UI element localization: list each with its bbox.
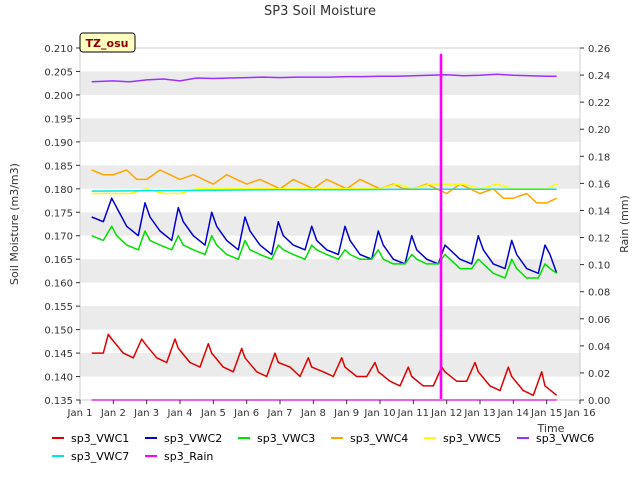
y-tick-label: 0.145	[44, 349, 73, 360]
y2-tick-label: 0.08	[588, 288, 610, 299]
series-line-sp3-vwc5	[91, 183, 558, 195]
grid-band	[80, 353, 580, 377]
series-line-sp3-vwc3	[91, 225, 558, 279]
grid-bands	[80, 48, 580, 400]
y-tick-label: 0.210	[44, 44, 73, 55]
y-tick-label: 0.140	[44, 373, 73, 384]
legend-label: sp3_VWC1	[71, 432, 129, 445]
grid-band	[80, 259, 580, 283]
legend-label: sp3_VWC7	[71, 450, 129, 463]
y2-tick-label: 0.14	[588, 206, 610, 217]
y-tick-label: 0.170	[44, 232, 73, 243]
y-tick-label: 0.205	[44, 67, 73, 78]
series-line-sp3-vwc2	[91, 197, 558, 275]
x-tick-label: Jan 10	[363, 408, 395, 419]
x-tick-label: Jan 3	[133, 408, 159, 419]
y2-tick-label: 0.24	[588, 71, 610, 82]
y2-tick-label: 0.22	[588, 98, 610, 109]
x-tick-label: Jan 1	[67, 408, 93, 419]
x-tick-label: Jan 11	[397, 408, 429, 419]
x-tick-label: Jan 14	[497, 408, 529, 419]
legend-label: sp3_Rain	[164, 450, 213, 463]
y-tick-label: 0.200	[44, 91, 73, 102]
series-line-sp3-vwc6	[91, 73, 557, 83]
y2-tick-label: 0.02	[588, 369, 610, 380]
y-tick-label: 0.195	[44, 114, 73, 125]
y-axis-label: Soil Moisture (m3/m3)	[8, 163, 21, 285]
y2-tick-label: 0.20	[588, 125, 610, 136]
x-tick-label: Jan 16	[563, 408, 595, 419]
y2-tick-label: 0.12	[588, 234, 610, 245]
y-tick-label: 0.185	[44, 161, 73, 172]
legend-label: sp3_VWC6	[536, 432, 594, 445]
y2-tick-label: 0.18	[588, 152, 610, 163]
series-line-sp3-vwc7	[91, 188, 557, 192]
y2-tick-label: 0.04	[588, 342, 610, 353]
y-tick-label: 0.135	[44, 396, 73, 407]
grid-band	[80, 165, 580, 189]
axes: 0.135 0.140 0.145 0.150 0.155 0.160 0.165 0.170…	[44, 44, 610, 419]
x-tick-label: Jan 13	[463, 408, 495, 419]
y2-tick-label: 0.10	[588, 261, 610, 272]
plot-frame	[79, 47, 581, 401]
y-tick-label: 0.175	[44, 208, 73, 219]
legend-label: sp3_VWC4	[350, 432, 408, 445]
y2-tick-label: 0.06	[588, 315, 610, 326]
grid-band	[80, 118, 580, 142]
x-tick-label: Jan 2	[100, 408, 126, 419]
site-tag: TZ_osu	[79, 32, 136, 53]
x-tick-label: Jan 9	[333, 408, 359, 419]
y2-axis-label: Rain (mm)	[618, 195, 631, 253]
x-tick-label: Jan 6	[233, 408, 259, 419]
y-tick-label: 0.180	[44, 185, 73, 196]
y2-tick-label: 0.16	[588, 179, 610, 190]
legend-label: sp3_VWC3	[257, 432, 315, 445]
legend-label: sp3_VWC2	[164, 432, 222, 445]
x-tick-label: Jan 7	[267, 408, 293, 419]
y-tick-label: 0.160	[44, 279, 73, 290]
x-tick-label: Jan 4	[167, 408, 193, 419]
legend: sp3_VWC1 sp3_VWC2 sp3_VWC3 sp3_VWC4 sp3_VWC5…	[52, 432, 594, 463]
series-line-sp3-vwc1	[91, 333, 558, 397]
series-line-sp3-vwc4	[91, 169, 558, 204]
chart-title: SP3 Soil Moisture	[264, 4, 376, 19]
y-tick-label: 0.150	[44, 326, 73, 337]
grid-band	[80, 306, 580, 330]
y2-tick-label: 0.26	[588, 44, 610, 55]
site-tag-label: TZ_osu	[86, 37, 129, 50]
site-tag-box	[79, 32, 136, 53]
y-tick-label: 0.165	[44, 255, 73, 266]
y-tick-label: 0.190	[44, 138, 73, 149]
y-tick-label: 0.155	[44, 302, 73, 313]
x-tick-label: Jan 12	[430, 408, 462, 419]
legend-label: sp3_VWC5	[443, 432, 501, 445]
grid-band	[80, 212, 580, 236]
x-axis-label: Time	[537, 422, 565, 435]
x-tick-label: Jan 15	[530, 408, 562, 419]
y2-tick-label: 0.00	[588, 396, 610, 407]
x-tick-label: Jan 8	[300, 408, 326, 419]
grid-band	[80, 71, 580, 95]
x-tick-label: Jan 5	[200, 408, 226, 419]
